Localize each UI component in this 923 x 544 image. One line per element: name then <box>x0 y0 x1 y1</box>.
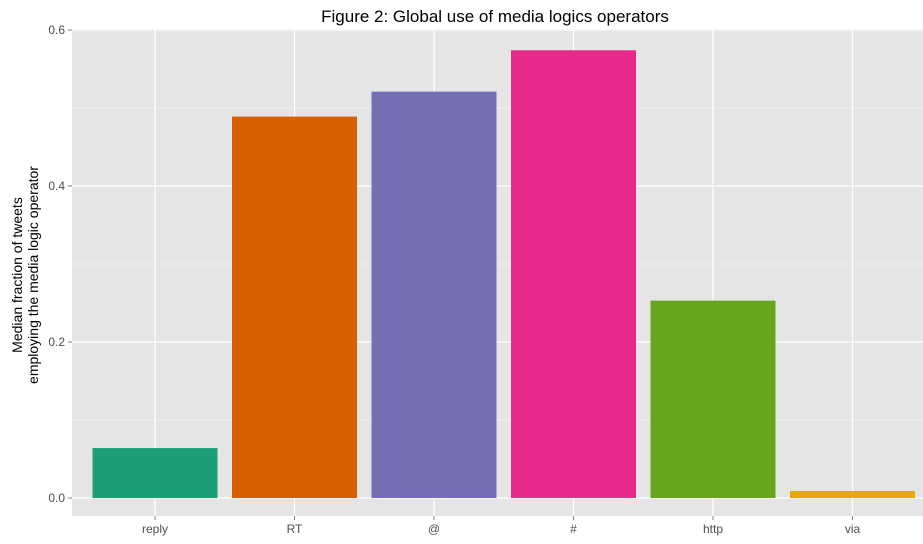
x-tick-label: @ <box>428 522 440 536</box>
y-axis-ticks: 0.0 0.2 0.4 0.6 <box>48 23 72 505</box>
x-tick-label: # <box>570 522 577 536</box>
y-tick-label: 0.2 <box>48 335 65 349</box>
y-tick-label: 0.6 <box>48 23 65 37</box>
y-tick-label: 0.0 <box>48 491 65 505</box>
bar-@ <box>371 91 497 499</box>
bar-RT <box>232 116 357 498</box>
bar-reply <box>92 448 218 498</box>
x-tick-label: reply <box>142 522 168 536</box>
x-tick-label: via <box>845 522 861 536</box>
bar-via <box>790 490 915 498</box>
x-tick-label: RT <box>287 522 303 536</box>
x-axis-ticks: reply RT @ # http via <box>142 516 861 536</box>
y-axis-label: Median fraction of tweets employing the … <box>9 166 41 384</box>
y-axis-label-line-2: employing the media logic operator <box>25 166 41 384</box>
y-tick-label: 0.4 <box>48 179 65 193</box>
y-axis-label-line-1: Median fraction of tweets <box>9 197 25 353</box>
bar-http <box>650 300 776 498</box>
chart-title: Figure 2: Global use of media logics ope… <box>321 7 669 26</box>
x-tick-label: http <box>703 522 723 536</box>
bars <box>92 50 915 499</box>
bar-# <box>511 50 636 498</box>
plot-panel <box>72 29 923 516</box>
